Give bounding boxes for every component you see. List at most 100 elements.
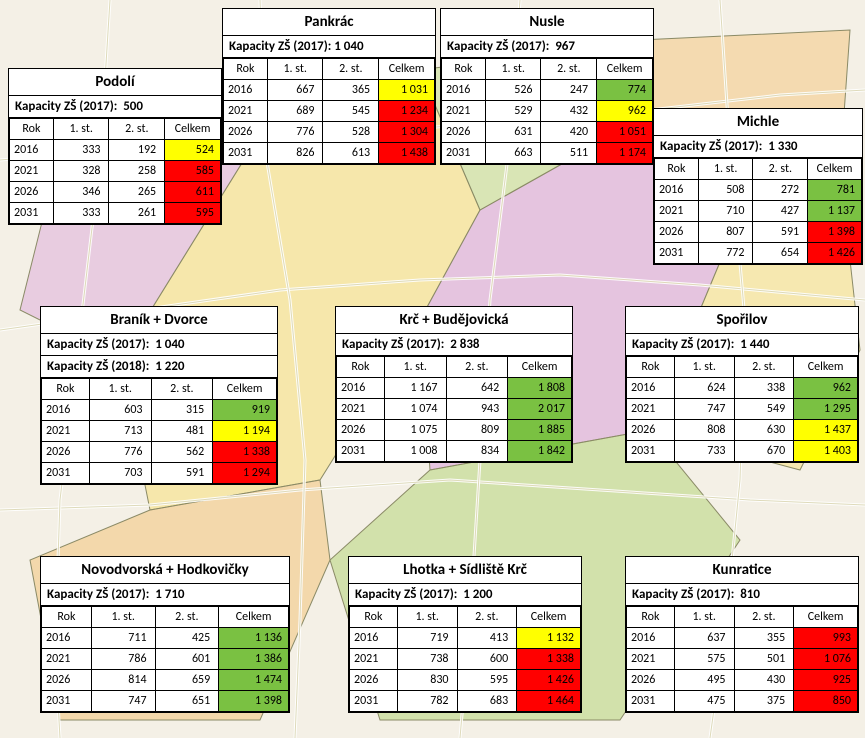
panel-capacity: Kapacity ZŠ (2017): 1 440 xyxy=(626,334,858,356)
cell-total: 524 xyxy=(165,140,221,161)
cell-year: 2031 xyxy=(42,691,92,712)
table-row: 20217104271 137 xyxy=(655,201,862,222)
table-row: 20316635111 174 xyxy=(442,143,653,164)
table-row: 20161 1676421 808 xyxy=(337,378,572,399)
cell-total: 1 842 xyxy=(508,441,572,462)
cell-st2: 427 xyxy=(753,201,808,222)
col-year: Rok xyxy=(42,607,92,628)
cell-st2: 600 xyxy=(457,649,517,670)
cell-st1: 346 xyxy=(53,182,109,203)
panel-capacity: Kapacity ZŠ (2017): 1 040 xyxy=(41,334,277,356)
cell-st1: 667 xyxy=(267,80,323,101)
col-st1: 1. st. xyxy=(698,159,753,180)
col-total: Celkem xyxy=(794,607,858,628)
cell-st1: 663 xyxy=(485,143,541,164)
cell-st1: 710 xyxy=(698,201,753,222)
cell-year: 2026 xyxy=(10,182,54,203)
cell-total: 1 338 xyxy=(517,649,581,670)
cell-st2: 562 xyxy=(151,442,213,463)
col-st2: 2. st. xyxy=(734,357,794,378)
cell-st2: 943 xyxy=(446,399,508,420)
cell-total: 1 174 xyxy=(597,143,653,164)
panel-title: Braník + Dvorce xyxy=(41,307,277,334)
panel-capacity: Kapacity ZŠ (2017): 967 xyxy=(441,36,653,58)
table-row: 20268075911 398 xyxy=(655,222,862,243)
table-row: 20215755011 076 xyxy=(627,649,858,670)
cell-st1: 807 xyxy=(698,222,753,243)
col-st1: 1. st. xyxy=(384,357,446,378)
panel-novodvorska: Novodvorská + HodkovičkyKapacity ZŠ (201… xyxy=(40,556,290,713)
cell-st1: 826 xyxy=(267,143,323,164)
panel-podoli: PodolíKapacity ZŠ (2017): 500Rok1. st.2.… xyxy=(8,68,222,225)
cell-year: 2016 xyxy=(337,378,385,399)
cell-year: 2026 xyxy=(337,420,385,441)
col-st1: 1. st. xyxy=(485,59,541,80)
panel-title: Novodvorská + Hodkovičky xyxy=(41,557,289,584)
cell-st2: 355 xyxy=(734,628,794,649)
table-row: 2021328258585 xyxy=(10,161,221,182)
panel-capacity: Kapacity ZŠ (2017): 810 xyxy=(626,584,858,606)
capacity-table: Rok1. st.2. st.Celkem20161 1676421 80820… xyxy=(336,356,572,462)
cell-year: 2021 xyxy=(42,649,92,670)
cell-st1: 747 xyxy=(91,691,155,712)
cell-st1: 719 xyxy=(397,628,457,649)
panel-title: Pankrác xyxy=(223,9,435,36)
cell-st1: 713 xyxy=(89,421,151,442)
table-row: 20217134811 194 xyxy=(42,421,277,442)
col-st2: 2. st. xyxy=(541,59,597,80)
table-row: 20167114251 136 xyxy=(42,628,289,649)
cell-st1: 603 xyxy=(89,400,151,421)
col-total: Celkem xyxy=(213,379,277,400)
cell-total: 1 338 xyxy=(213,442,277,463)
table-row: 2031333261595 xyxy=(10,203,221,224)
col-st2: 2. st. xyxy=(734,607,794,628)
panel-capacity: Kapacity ZŠ (2017): 1 040 xyxy=(223,36,435,58)
panel-capacity: Kapacity ZŠ (2017): 2 838 xyxy=(336,334,572,356)
cell-st2: 432 xyxy=(541,101,597,122)
cell-total: 1 136 xyxy=(219,628,289,649)
cell-st2: 591 xyxy=(753,222,808,243)
cell-year: 2016 xyxy=(627,628,675,649)
cell-total: 919 xyxy=(213,400,277,421)
cell-total: 1 426 xyxy=(517,670,581,691)
panel-capacity: Kapacity ZŠ (2017): 1 710 xyxy=(41,584,289,606)
cell-total: 595 xyxy=(165,203,221,224)
table-row: 20311 0088341 842 xyxy=(337,441,572,462)
col-st2: 2. st. xyxy=(457,607,517,628)
cell-year: 2016 xyxy=(224,80,268,101)
col-st1: 1. st. xyxy=(674,607,734,628)
cell-st1: 786 xyxy=(91,649,155,670)
capacity-table: Rok1. st.2. st.Celkem2016603315919202171… xyxy=(41,378,277,484)
cell-year: 2021 xyxy=(655,201,699,222)
cell-total: 1 398 xyxy=(808,222,862,243)
table-row: 20216895451 234 xyxy=(224,101,435,122)
col-st1: 1. st. xyxy=(53,119,109,140)
capacity-table: Rok1. st.2. st.Celkem2016637355993202157… xyxy=(626,606,858,712)
table-row: 20261 0758091 885 xyxy=(337,420,572,441)
capacity-table: Rok1. st.2. st.Celkem2016624338962202174… xyxy=(626,356,858,462)
cell-st2: 834 xyxy=(446,441,508,462)
cell-total: 850 xyxy=(794,691,858,712)
panel-nusle: NusleKapacity ZŠ (2017): 967Rok1. st.2. … xyxy=(440,8,654,165)
cell-st2: 247 xyxy=(541,80,597,101)
cell-year: 2031 xyxy=(337,441,385,462)
cell-total: 774 xyxy=(597,80,653,101)
table-row: 20266314201 051 xyxy=(442,122,653,143)
capacity-table: Rok1. st.2. st.Celkem20167114251 1362021… xyxy=(41,606,289,712)
cell-year: 2026 xyxy=(350,670,398,691)
table-row: 2016624338962 xyxy=(627,378,858,399)
cell-year: 2021 xyxy=(350,649,398,670)
cell-st1: 637 xyxy=(674,628,734,649)
col-st2: 2. st. xyxy=(753,159,808,180)
cell-total: 585 xyxy=(165,161,221,182)
panel-kunratice: KunraticeKapacity ZŠ (2017): 810Rok1. st… xyxy=(625,556,859,713)
cell-st2: 595 xyxy=(457,670,517,691)
cell-st2: 481 xyxy=(151,421,213,442)
cell-st1: 733 xyxy=(674,441,734,462)
cell-st2: 315 xyxy=(151,400,213,421)
cell-total: 1 808 xyxy=(508,378,572,399)
table-row: 20317476511 398 xyxy=(42,691,289,712)
table-row: 2016508272781 xyxy=(655,180,862,201)
table-row: 20268146591 474 xyxy=(42,670,289,691)
col-total: Celkem xyxy=(508,357,572,378)
